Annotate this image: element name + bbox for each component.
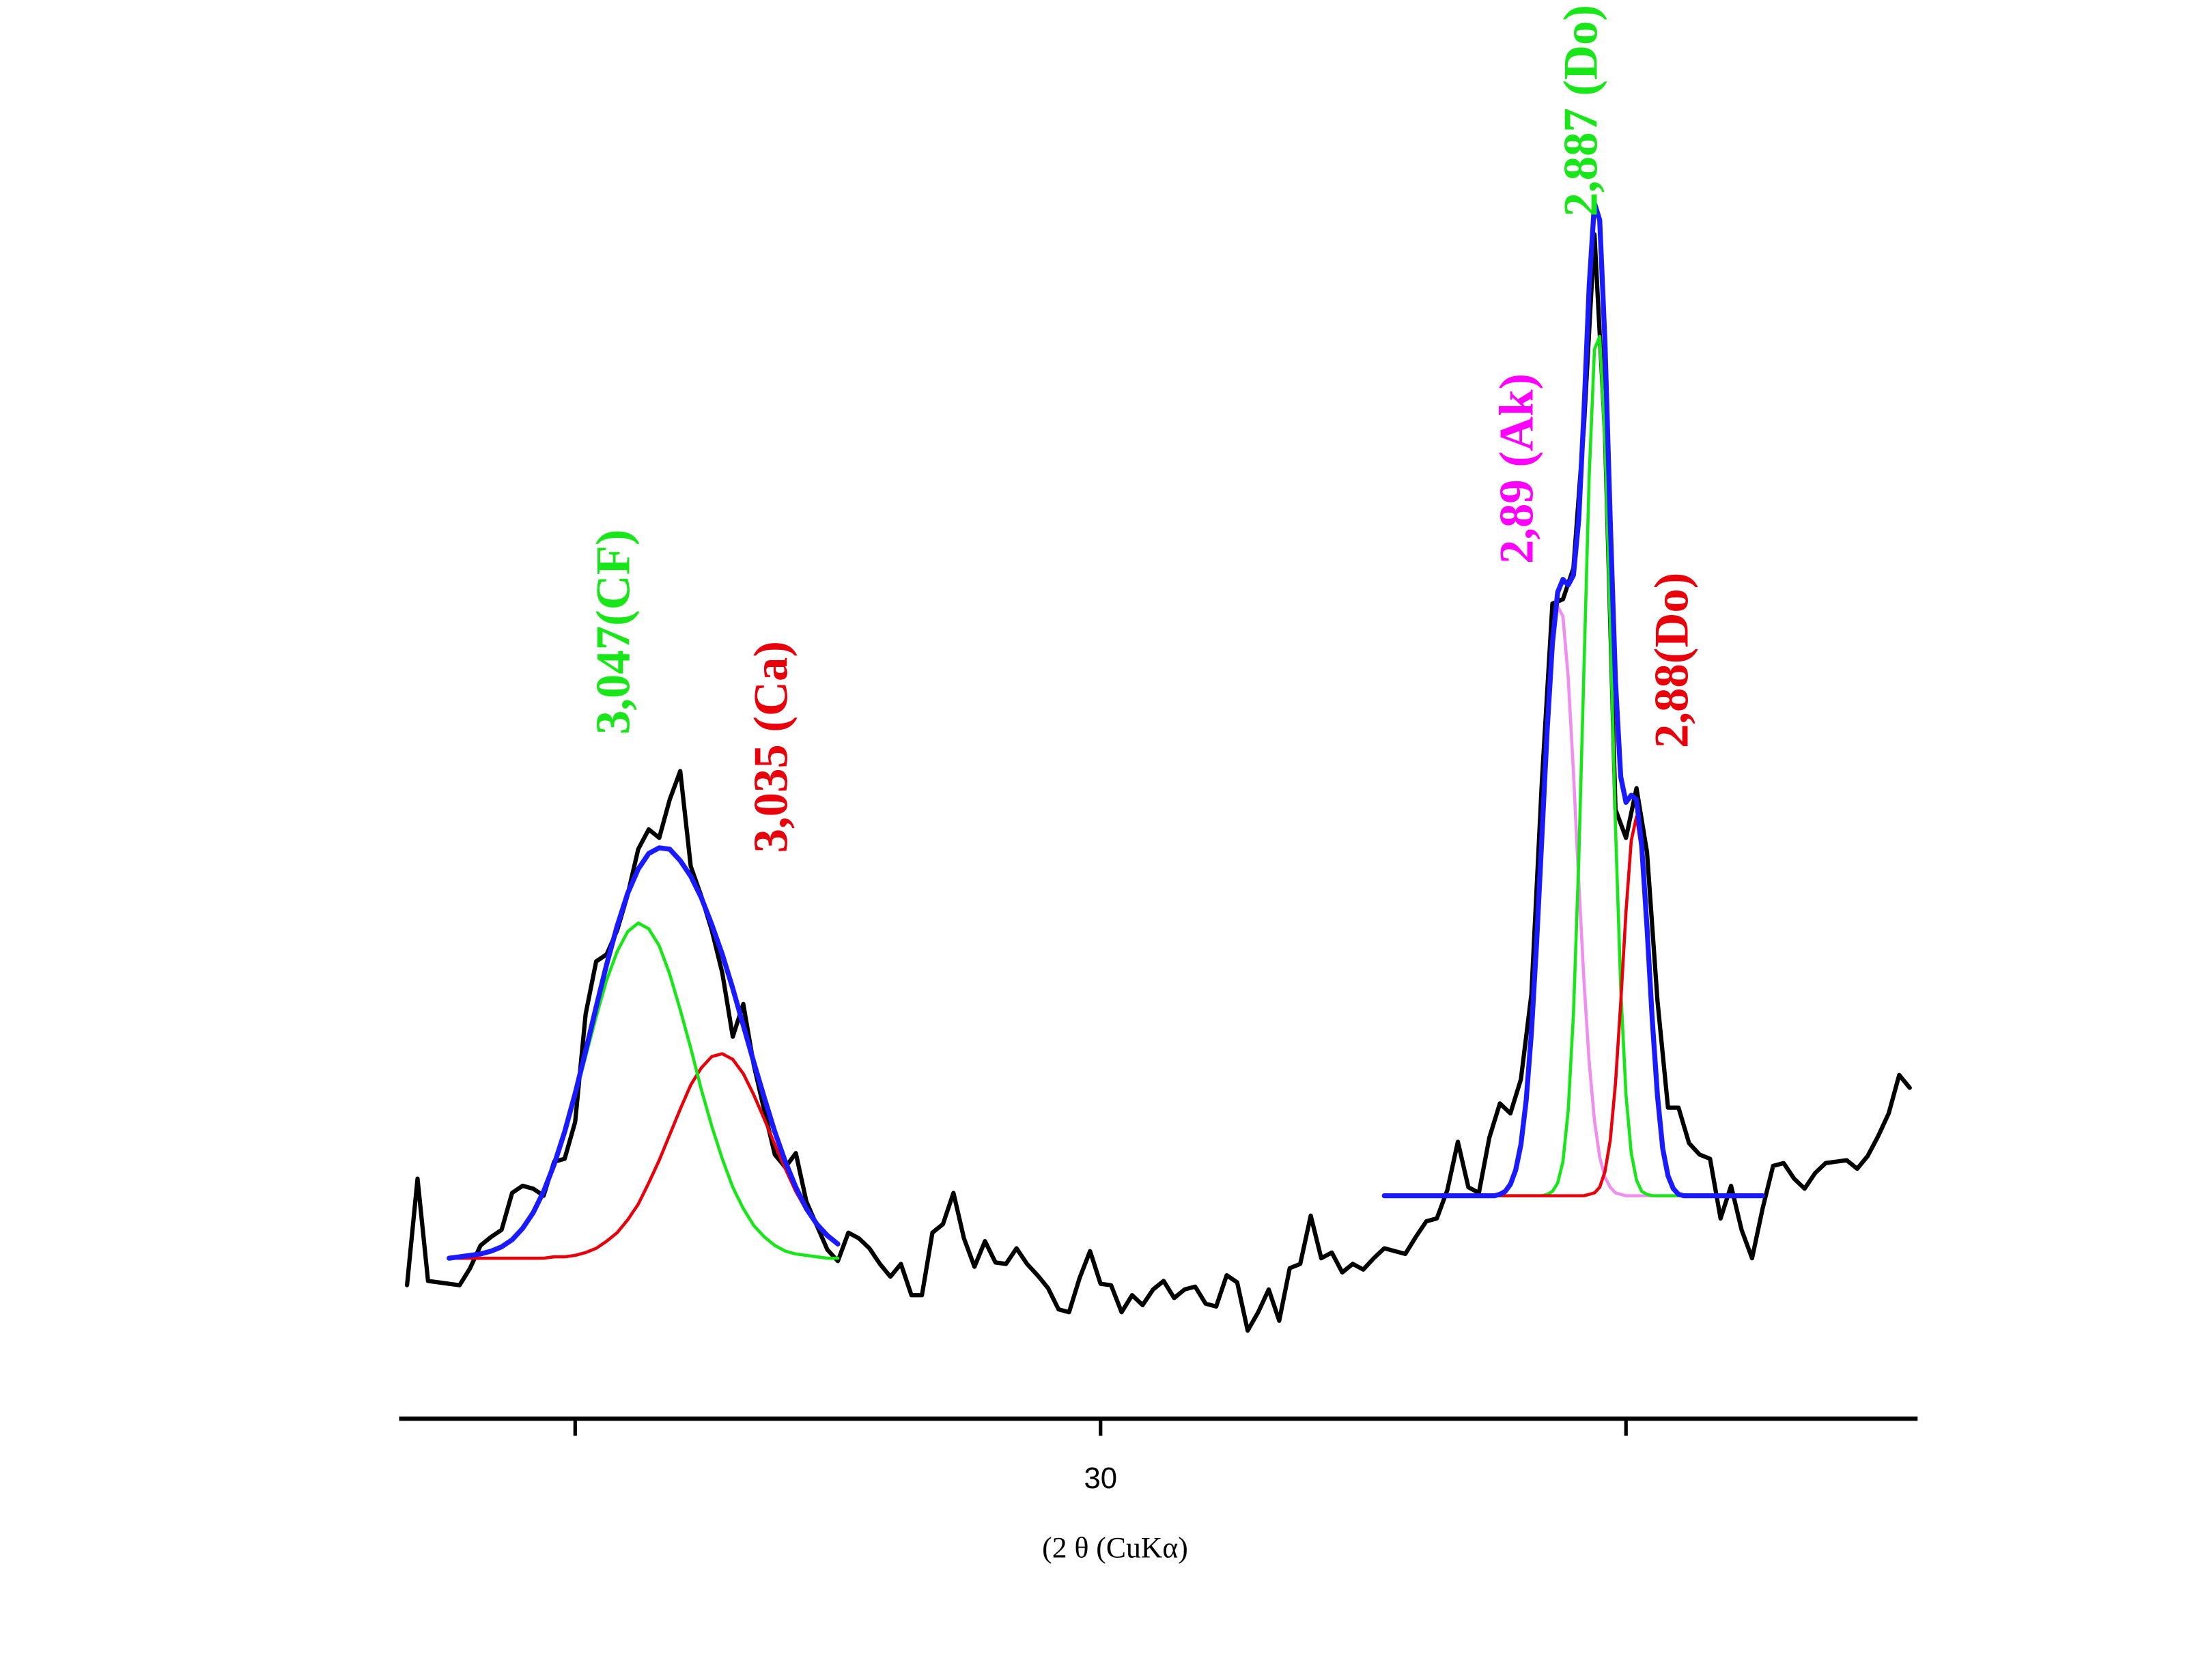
data-line xyxy=(446,845,841,1261)
peak-annotation: 3,035 (Ca) xyxy=(745,641,798,853)
x-tick-label: 30 xyxy=(1084,1462,1117,1495)
x-axis-label: (2 θ (CuKα) xyxy=(1042,1532,1188,1565)
data-line xyxy=(447,1052,840,1260)
peak-annotation: 2,88(Do) xyxy=(1645,573,1698,748)
data-line xyxy=(1381,200,1765,1199)
peak-annotation: 2,89 (Ak) xyxy=(1491,373,1544,564)
peak-annotation: 2,887 (Do) xyxy=(1554,5,1607,216)
peak-annotation: 3,047(CF) xyxy=(587,529,640,735)
data-line xyxy=(404,232,1912,1333)
